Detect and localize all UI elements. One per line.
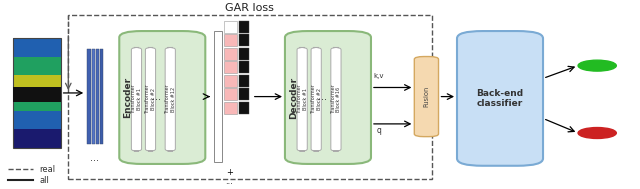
FancyBboxPatch shape (414, 57, 438, 137)
FancyBboxPatch shape (224, 75, 237, 87)
Text: Transformer
Block #2: Transformer Block #2 (311, 84, 321, 114)
Text: +: + (226, 168, 233, 177)
Text: real: real (40, 165, 56, 174)
FancyBboxPatch shape (131, 47, 141, 151)
FancyBboxPatch shape (224, 61, 237, 73)
FancyBboxPatch shape (239, 21, 248, 33)
Text: GAR loss: GAR loss (225, 3, 275, 13)
Circle shape (578, 128, 616, 139)
FancyBboxPatch shape (13, 129, 61, 148)
FancyBboxPatch shape (239, 34, 248, 46)
FancyBboxPatch shape (13, 75, 61, 93)
FancyBboxPatch shape (285, 31, 371, 164)
FancyBboxPatch shape (224, 34, 237, 46)
Text: Fusion: Fusion (424, 86, 429, 107)
FancyBboxPatch shape (13, 38, 61, 57)
FancyBboxPatch shape (239, 88, 248, 100)
Circle shape (578, 60, 616, 71)
FancyBboxPatch shape (214, 31, 222, 162)
FancyBboxPatch shape (13, 88, 61, 102)
Text: Transformer
Block #12: Transformer Block #12 (165, 84, 175, 114)
Text: Encoder: Encoder (123, 77, 132, 118)
FancyBboxPatch shape (457, 31, 543, 166)
Text: ...: ... (317, 92, 327, 102)
FancyBboxPatch shape (297, 47, 307, 151)
FancyBboxPatch shape (165, 47, 175, 151)
FancyBboxPatch shape (100, 49, 103, 144)
FancyBboxPatch shape (13, 111, 61, 129)
FancyBboxPatch shape (311, 47, 321, 151)
FancyBboxPatch shape (88, 49, 91, 144)
FancyBboxPatch shape (239, 61, 248, 73)
FancyBboxPatch shape (145, 47, 156, 151)
Text: all: all (40, 176, 49, 185)
Text: Transformer
Block #1: Transformer Block #1 (297, 84, 308, 114)
FancyBboxPatch shape (13, 93, 61, 111)
FancyBboxPatch shape (224, 48, 237, 60)
FancyBboxPatch shape (239, 48, 248, 60)
Text: Decoder: Decoder (289, 76, 298, 119)
Text: ...: ... (152, 92, 161, 102)
Text: Transformer
Block #2: Transformer Block #2 (145, 84, 156, 114)
Text: Transformer
Block #16: Transformer Block #16 (330, 84, 341, 114)
FancyBboxPatch shape (92, 49, 95, 144)
FancyBboxPatch shape (331, 47, 341, 151)
FancyBboxPatch shape (239, 102, 248, 114)
Text: ...: ... (225, 177, 234, 186)
Text: ...: ... (90, 153, 99, 163)
FancyBboxPatch shape (239, 75, 248, 87)
FancyBboxPatch shape (119, 31, 205, 164)
Text: k,v: k,v (373, 73, 384, 79)
Text: Back-end
classifier: Back-end classifier (476, 89, 524, 108)
FancyBboxPatch shape (224, 102, 237, 114)
FancyBboxPatch shape (13, 57, 61, 75)
FancyBboxPatch shape (96, 49, 99, 144)
FancyBboxPatch shape (224, 21, 237, 33)
FancyBboxPatch shape (224, 88, 237, 100)
Text: q: q (376, 126, 381, 135)
Text: Transformer
Block #1: Transformer Block #1 (131, 84, 142, 114)
